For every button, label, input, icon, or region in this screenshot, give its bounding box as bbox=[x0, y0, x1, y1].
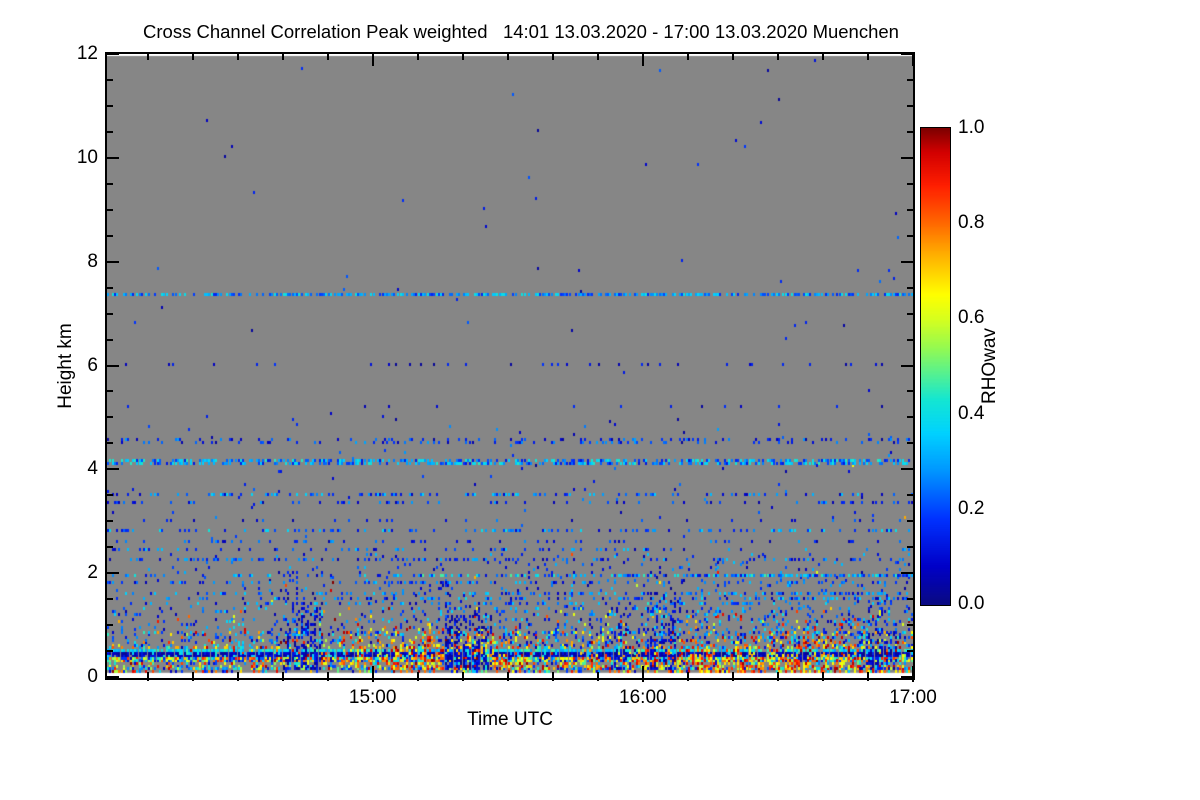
plot-frame bbox=[105, 52, 915, 680]
x-axis-title: Time UTC bbox=[467, 709, 553, 730]
colorbar-tick-label: 0.0 bbox=[958, 593, 985, 614]
colorbar-tick-label: 0.2 bbox=[958, 497, 985, 519]
colorbar-frame bbox=[920, 127, 951, 606]
colorbar-tick-label: 1.0 bbox=[958, 117, 985, 138]
colorbar-tick-label: 0.4 bbox=[958, 402, 985, 424]
y-tick-label: 4 bbox=[87, 458, 98, 480]
colorbar-canvas bbox=[921, 128, 950, 605]
heatmap-canvas bbox=[107, 54, 913, 678]
colorbar-title: RHOwav bbox=[979, 327, 1000, 405]
x-tick-label: 16:00 bbox=[619, 687, 667, 708]
y-tick-label: 10 bbox=[76, 146, 98, 168]
y-tick-label: 8 bbox=[87, 250, 98, 272]
plot-title: Cross Channel Correlation Peak weighted … bbox=[143, 21, 899, 42]
colorbar-tick-label: 0.6 bbox=[958, 307, 985, 329]
y-tick-label: 12 bbox=[76, 43, 98, 64]
x-tick-label: 17:00 bbox=[889, 687, 937, 708]
y-tick-label: 2 bbox=[87, 562, 98, 584]
y-tick-label: 0 bbox=[87, 666, 98, 687]
colorbar-tick-label: 0.8 bbox=[958, 212, 985, 234]
y-axis-title: Height km bbox=[55, 323, 76, 409]
x-tick-label: 15:00 bbox=[348, 687, 397, 708]
